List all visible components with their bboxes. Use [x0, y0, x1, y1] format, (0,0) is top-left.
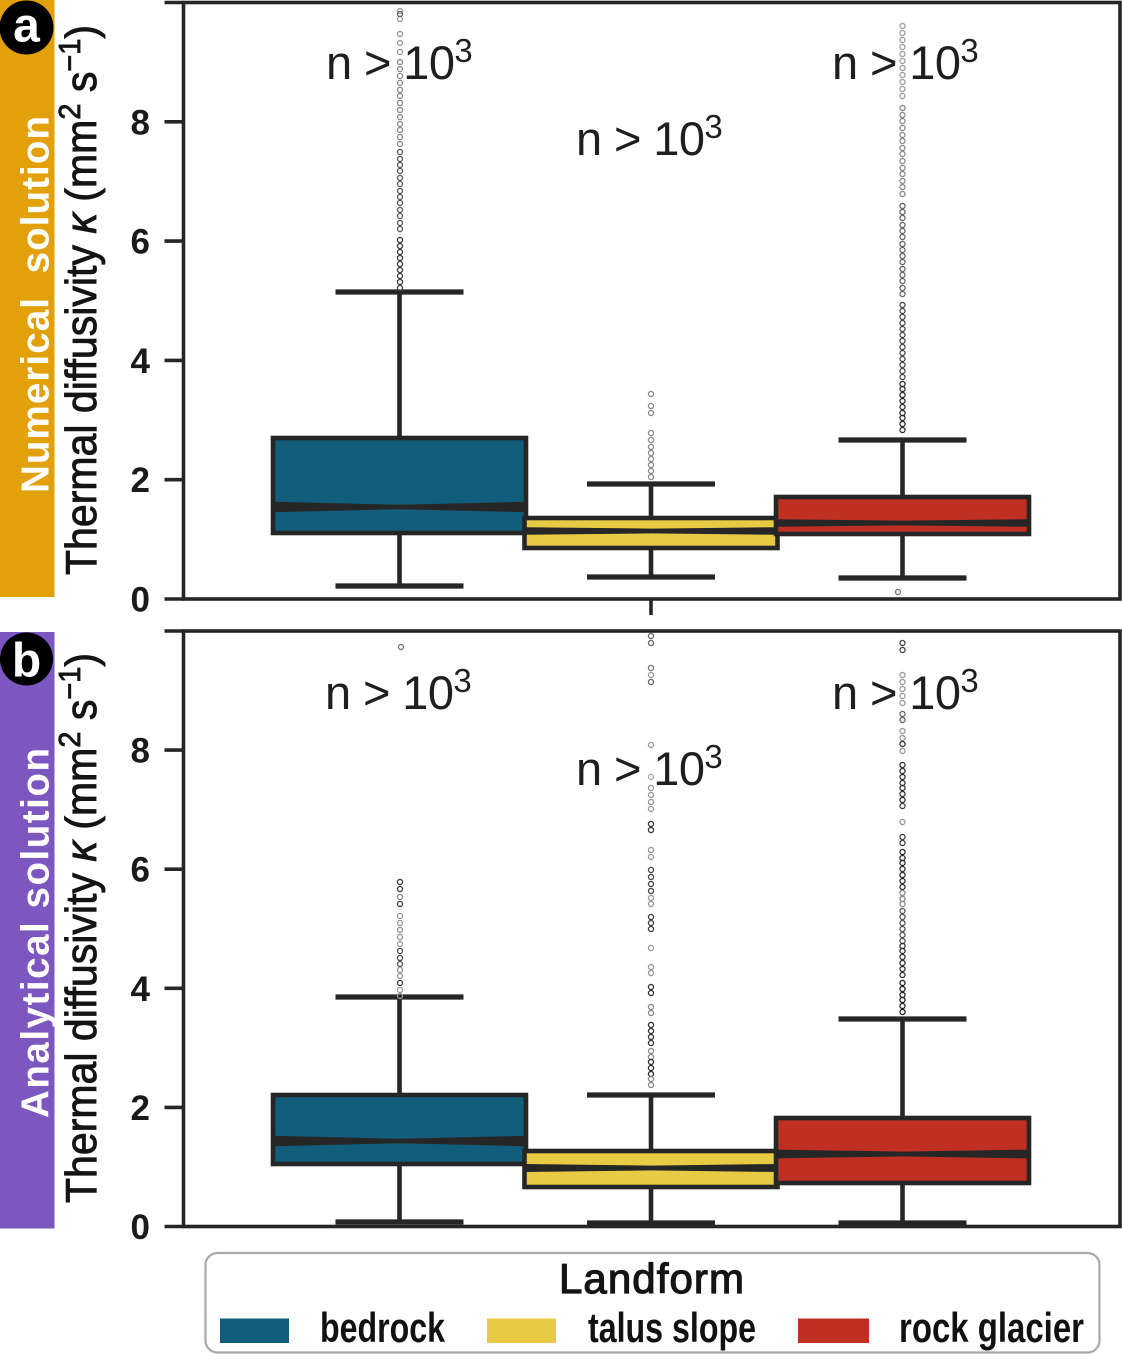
svg-text:2: 2	[131, 461, 150, 500]
svg-text:0: 0	[131, 581, 150, 620]
svg-text:6: 6	[131, 223, 150, 262]
svg-text:8: 8	[131, 103, 150, 142]
svg-text:rock glacier: rock glacier	[899, 1304, 1084, 1351]
svg-text:n > 103: n > 103	[325, 662, 471, 719]
svg-text:b: b	[12, 635, 41, 688]
svg-text:n > 103: n > 103	[832, 32, 978, 89]
svg-text:4: 4	[131, 970, 151, 1009]
svg-text:Analytical solution: Analytical solution	[15, 748, 58, 1118]
svg-text:n > 103: n > 103	[576, 108, 722, 165]
svg-text:bedrock: bedrock	[320, 1304, 445, 1351]
svg-text:a: a	[13, 0, 40, 53]
svg-text:6: 6	[131, 851, 150, 890]
svg-text:2: 2	[131, 1089, 150, 1128]
svg-text:4: 4	[131, 342, 151, 381]
svg-text:8: 8	[131, 732, 150, 771]
svg-text:n > 103: n > 103	[832, 662, 978, 719]
svg-text:Numerical solution: Numerical solution	[15, 116, 58, 493]
svg-text:n > 103: n > 103	[326, 32, 472, 89]
svg-text:Landform: Landform	[559, 1255, 744, 1302]
svg-text:0: 0	[131, 1208, 150, 1247]
svg-text:talus slope: talus slope	[588, 1304, 756, 1351]
